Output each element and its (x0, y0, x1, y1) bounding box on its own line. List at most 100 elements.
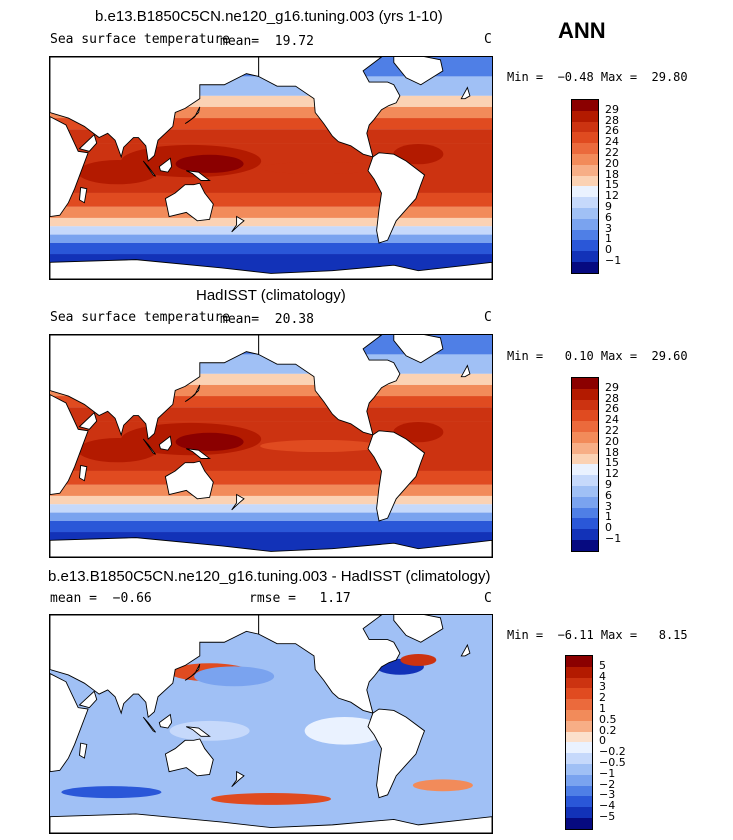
colorbar-tick-label: 12 (605, 467, 619, 481)
sst-band (50, 384, 492, 397)
colorbar-swatch (566, 720, 592, 732)
eurasia-landmass (50, 57, 260, 162)
colorbar-swatch (572, 378, 598, 389)
colorbar-tick-label: −0.5 (599, 756, 626, 769)
south-atlantic-bias-patch (412, 779, 473, 792)
sst-band (50, 242, 492, 255)
australia-landmass (164, 460, 214, 500)
north-america-landmass (258, 335, 401, 436)
colorbar-tick-label: −2 (599, 777, 616, 791)
indian-ocean-warm-patch (77, 438, 158, 463)
north-america-landmass (258, 57, 401, 158)
colorbar-swatch (566, 763, 592, 775)
southern-pacific-bias-patch (211, 792, 331, 805)
sst-band (50, 192, 492, 207)
britain-landmass (460, 364, 471, 378)
colorbar-swatch (572, 507, 598, 519)
colorbar-swatch (572, 197, 598, 208)
sst-band (50, 95, 492, 107)
south-america-landmass (367, 152, 426, 244)
cold-tongue-patch (260, 161, 381, 175)
colorbar-swatch (572, 153, 598, 165)
colorbar-tick-label: 9 (605, 478, 612, 491)
arabia-landmass (78, 690, 98, 709)
colorbar-swatch (572, 186, 598, 198)
colorbar-swatch (566, 677, 592, 689)
greenland-landmass (393, 615, 444, 643)
season-label: ANN (558, 18, 606, 43)
warm-pool-core (175, 154, 244, 173)
colorbar-swatch (566, 796, 592, 808)
panel-2-title: HadISST (climatology) (196, 287, 346, 304)
colorbar-tick-label: 15 (605, 456, 619, 470)
colorbar-swatch (566, 785, 592, 797)
borneo-landmass (158, 157, 173, 173)
greenland-landmass (393, 335, 444, 364)
colorbar-tick-label: 22 (605, 146, 619, 159)
panel-3-rmse: rmse = 1.17 (249, 591, 351, 606)
panel-1-minmax: Min = −0.48 Max = 29.80 (507, 70, 688, 84)
colorbar-tick-label: 0 (599, 734, 606, 748)
sst-band (50, 484, 492, 496)
antarctica-landmass (50, 259, 492, 279)
panel-3-minmax: Min = −6.11 Max = 8.15 (507, 628, 688, 642)
sst-band (50, 373, 492, 385)
panel-2-variable-label: Sea surface temperature (50, 310, 231, 325)
sst-band (50, 226, 492, 235)
panel-3-title: b.e13.B1850C5CN.ne120_g16.tuning.003 - H… (48, 568, 491, 585)
colorbar-swatches (565, 655, 593, 830)
colorbar-tick-label: 1 (605, 510, 612, 524)
sst-band (50, 396, 492, 408)
panel-2-map (49, 334, 493, 558)
new-guinea-landmass (186, 448, 211, 459)
panel-2-minmax: Min = 0.10 Max = 29.60 (507, 349, 688, 363)
colorbar-swatch (572, 410, 598, 422)
colorbar-tick-label: 26 (605, 124, 619, 138)
new-zealand-landmass (231, 215, 245, 233)
japan-landmass (184, 106, 201, 124)
madagascar-landmass (79, 464, 88, 482)
colorbar-tick-label: −4 (599, 799, 616, 813)
colorbar-tick-label: 28 (605, 391, 619, 405)
japan-landmass (184, 663, 201, 681)
colorbar-tick-label: 24 (605, 413, 619, 427)
colorbar-swatch (572, 229, 598, 241)
colorbar-swatch (572, 453, 598, 465)
colorbar-swatch (572, 251, 598, 262)
colorbar-tick-label: −0.2 (599, 745, 626, 759)
sst-map-canvas (50, 615, 492, 833)
colorbar-tick-label: 1 (605, 232, 612, 246)
africa-landmass (50, 394, 89, 495)
colorbar-swatch (572, 399, 598, 411)
colorbar-swatches (571, 377, 599, 552)
colorbar-swatch (572, 121, 598, 133)
colorbar-swatch (572, 421, 598, 432)
warm-pool-core (175, 432, 244, 451)
new-zealand-landmass (231, 493, 245, 511)
sumatra-landmass (142, 438, 156, 455)
sst-band (50, 234, 492, 243)
sst-band (50, 106, 492, 119)
colorbar-tick-label: 29 (605, 380, 619, 394)
colorbar-tick-label: −1 (599, 766, 616, 780)
sst-map-canvas (50, 57, 492, 279)
britain-landmass (460, 643, 471, 657)
colorbar-swatches (571, 99, 599, 274)
colorbar-swatch (572, 143, 598, 154)
colorbar-swatch (572, 132, 598, 144)
colorbar-swatch (566, 817, 592, 829)
colorbar-tick-label: 0 (605, 243, 612, 257)
panel-3-map (49, 614, 493, 834)
colorbar-swatch (572, 218, 598, 230)
colorbar-swatch (566, 688, 592, 700)
sst-band (50, 495, 492, 505)
colorbar-swatch (572, 240, 598, 252)
panel-1-colorbar: 29 28 26 24 22 20 18 15 12 9 6 3 1 0 −1 (571, 99, 641, 274)
colorbar-tick-label: 3 (605, 221, 612, 235)
borneo-landmass (158, 435, 173, 451)
australia-landmass (164, 182, 214, 222)
sumatra-landmass (142, 716, 156, 733)
panel-1-map (49, 56, 493, 280)
colorbar-tick-label: 20 (605, 156, 619, 170)
colorbar-swatch (566, 807, 592, 818)
